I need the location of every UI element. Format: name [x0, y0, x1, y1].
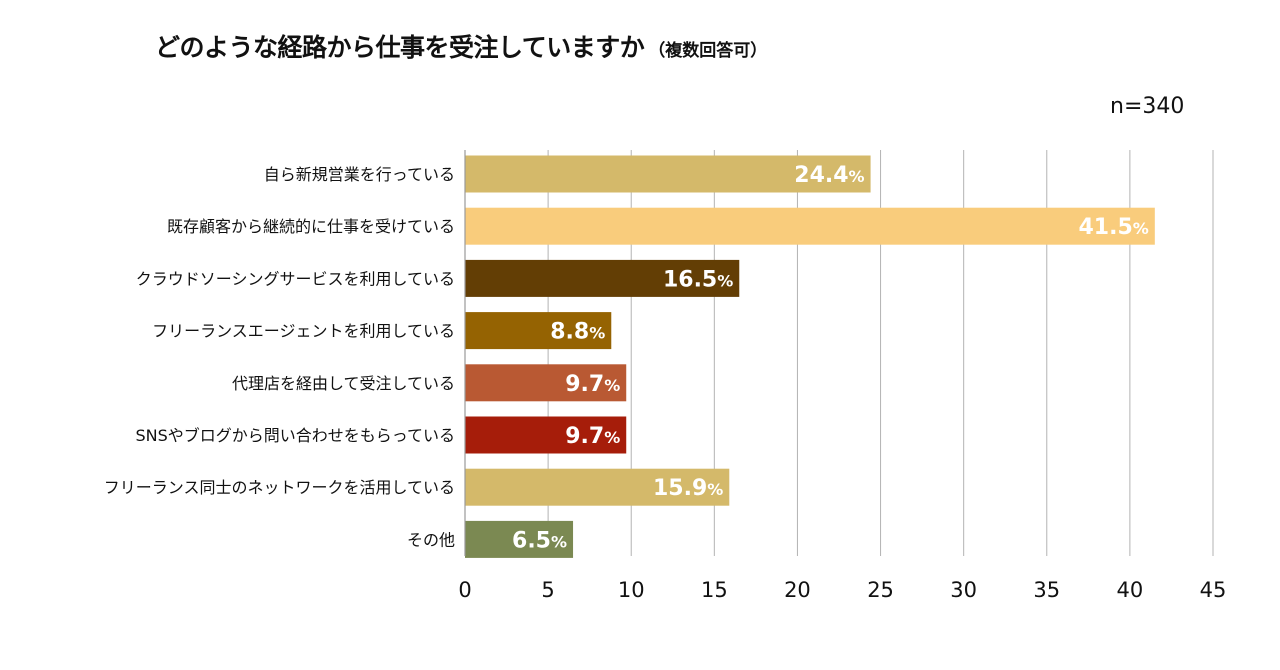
x-tick-label: 10	[618, 578, 645, 602]
bar	[465, 207, 1155, 245]
bar	[465, 468, 730, 506]
x-tick-label: 25	[867, 578, 894, 602]
bar	[465, 312, 612, 350]
value-label-number: 9.7	[565, 424, 604, 449]
x-tick-label: 5	[541, 578, 554, 602]
category-label: 代理店を経由して受注している	[232, 374, 455, 393]
x-tick-label: 35	[1033, 578, 1060, 602]
value-label-unit: %	[1133, 219, 1149, 238]
value-label: 41.5%	[1079, 215, 1149, 240]
value-label-number: 41.5	[1079, 215, 1133, 240]
category-label: その他	[407, 530, 455, 549]
category-label: 自ら新規営業を行っている	[264, 165, 455, 184]
value-label-number: 6.5	[512, 528, 551, 553]
value-label-number: 16.5	[663, 267, 717, 292]
category-label: 既存顧客から継続的に仕事を受けている	[167, 217, 455, 236]
x-tick-label: 45	[1200, 578, 1227, 602]
category-label: クラウドソーシングサービスを利用している	[136, 269, 455, 288]
value-label-unit: %	[707, 480, 723, 499]
value-label: 15.9%	[653, 476, 723, 501]
bar	[465, 155, 871, 193]
bar	[465, 416, 627, 454]
bar	[465, 259, 740, 297]
x-tick-label: 30	[950, 578, 977, 602]
x-tick-label: 20	[784, 578, 811, 602]
value-label-number: 15.9	[653, 476, 707, 501]
bar	[465, 364, 627, 402]
chart-title: どのような経路から仕事を受注していますか （複数回答可）	[155, 28, 767, 64]
value-label: 9.7%	[565, 372, 620, 397]
value-label-unit: %	[604, 376, 620, 395]
category-label: SNSやブログから問い合わせをもらっている	[136, 426, 455, 445]
x-tick-label: 40	[1117, 578, 1144, 602]
x-tick-label: 15	[701, 578, 728, 602]
category-label: フリーランス同士のネットワークを活用している	[104, 478, 455, 497]
chart-title-sub: （複数回答可）	[648, 41, 768, 61]
value-label: 16.5%	[663, 267, 733, 292]
bar	[465, 520, 574, 558]
value-label-unit: %	[589, 324, 605, 343]
value-label: 6.5%	[512, 528, 567, 553]
value-label-number: 9.7	[565, 372, 604, 397]
value-label: 24.4%	[794, 163, 864, 188]
x-tick-label: 0	[458, 578, 471, 602]
value-label-unit: %	[717, 271, 733, 290]
value-label-unit: %	[849, 167, 865, 186]
chart-title-main: どのような経路から仕事を受注していますか	[155, 33, 645, 62]
value-label-unit: %	[604, 428, 620, 447]
value-label-number: 24.4	[794, 163, 848, 188]
sample-size-label: n=340	[1110, 94, 1185, 119]
value-label-number: 8.8	[550, 320, 589, 345]
value-label-unit: %	[551, 532, 567, 551]
category-label: フリーランスエージェントを利用している	[152, 322, 455, 341]
value-label: 8.8%	[550, 320, 605, 345]
value-label: 9.7%	[565, 424, 620, 449]
